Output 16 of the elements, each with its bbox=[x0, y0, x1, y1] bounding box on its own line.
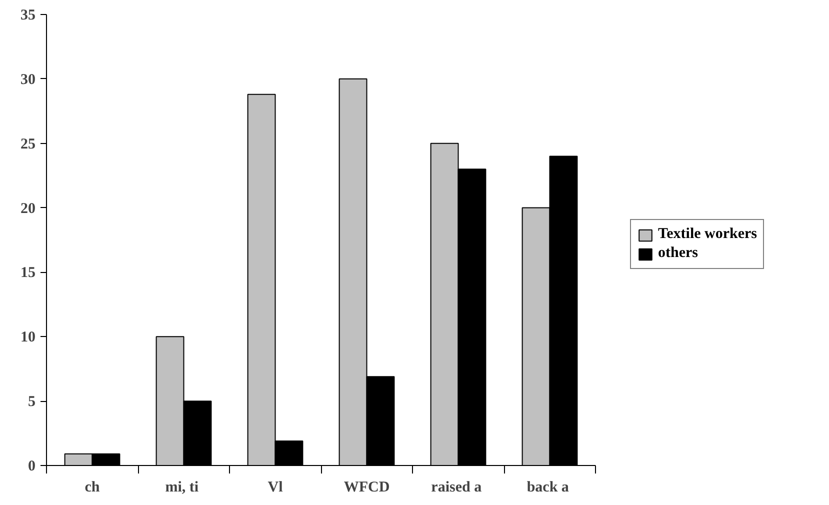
y-tick-label: 30 bbox=[20, 72, 36, 88]
x-tick-label: Vl bbox=[268, 480, 283, 496]
x-tick-label: raised a bbox=[431, 480, 482, 496]
x-tick-label: back a bbox=[526, 480, 570, 496]
y-tick-label: 15 bbox=[20, 265, 36, 282]
y-tick-label: 35 bbox=[20, 8, 36, 24]
y-tick-label: 20 bbox=[20, 200, 36, 217]
x-tick-label: ch bbox=[84, 480, 100, 496]
y-tick-label: 25 bbox=[20, 136, 36, 152]
x-tick-label: WFCD bbox=[344, 480, 390, 496]
x-tick-label: mi, ti bbox=[165, 480, 199, 496]
y-tick-label: 5 bbox=[28, 394, 36, 410]
legend-label: others bbox=[658, 245, 698, 262]
y-tick-label: 10 bbox=[20, 330, 36, 346]
y-tick-label: 0 bbox=[28, 458, 36, 474]
legend-label: Textile workers bbox=[658, 226, 758, 243]
